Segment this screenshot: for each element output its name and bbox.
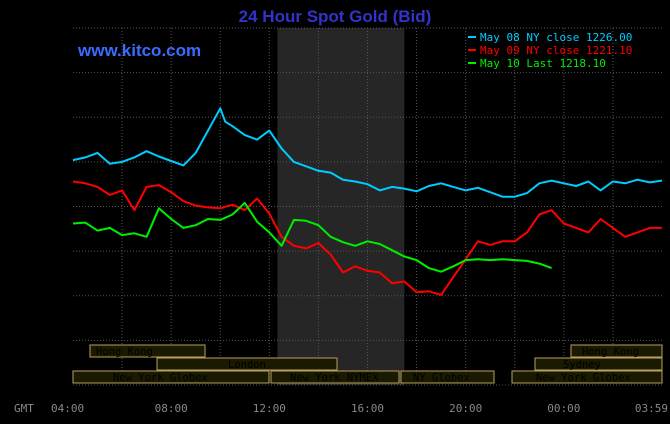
legend-item-may08: May 08 NY close 1226.00 [480,31,632,44]
ny-time-tick: 23:59 [635,389,668,402]
ny-time-tick: 04:00 [155,389,188,402]
gmt-label: GMT [14,402,34,415]
session-hong-kong-label: Hong Kong [96,346,153,358]
ny-time-tick: 20:00 [547,389,580,402]
gmt-time-tick: 16:00 [351,402,384,415]
ny-time-label: NY Time [2,389,48,402]
session-new-york-globex-2 [511,370,663,384]
timestamp: May 10, 2017 19:55 [541,12,660,25]
y-tick-1225: 1225.0 [28,201,68,214]
y-tick-1240: 1240.0 [28,67,68,80]
gmt-time-tick: 12:00 [253,402,286,415]
y-axis-ticks: 1245.0 1240.0 1235.0 1230.0 1225.0 1220.… [28,23,68,392]
gmt-time-tick: 20:00 [449,402,482,415]
gmt-time-tick: 04:00 [51,402,84,415]
session-london [156,357,338,371]
y-tick-1205: 1205.0 [28,379,68,392]
y-tick-1230: 1230.0 [28,156,68,169]
y-tick-1210: 1210.0 [28,335,68,348]
session-hong-kong-2 [570,344,663,358]
gmt-time-tick: 03:59 [635,402,668,415]
session-hong-kong [89,344,206,358]
session-new-york-globex-label: New York Globex [113,372,208,384]
session-hong-kong-2-label: Hong Kong [582,346,639,358]
session-sydney [534,357,663,371]
session-new-york-globex [72,370,270,384]
y-tick-1215: 1215.0 [28,290,68,303]
session-ny-globex [400,370,495,384]
session-new-york-nymex-label: New York NYMEX [290,372,379,384]
ny-time-tick: 08:00 [253,389,286,402]
price-series [72,107,663,296]
grid-lines [73,27,662,386]
series-line-3 [72,201,552,273]
gmt-time-tick: 00:00 [547,402,580,415]
y-tick-1245: 1245.0 [28,23,68,36]
session-ny-globex-label: NY Globex [413,372,470,384]
session-sydney-label: Sydney [563,359,601,371]
legend-item-may10: May 10 Last 1218.10 [480,57,606,70]
y-unit-label: USD/oz [2,8,42,21]
kitco-watermark: www.kitco.com [77,41,201,60]
ny-time-tick: 16:00 [449,389,482,402]
session-new-york-globex-2-label: New York Globex [536,372,631,384]
gmt-time-tick: 08:00 [155,402,188,415]
market-sessions: Hong Kong London New York Globex New Yor… [72,344,663,384]
session-london-label: London [228,359,266,371]
y-tick-1235: 1235.0 [28,112,68,125]
series-line-2 [72,180,662,296]
ny-time-tick: 12:00 [351,389,384,402]
series-line-1 [72,107,663,198]
chart-title: 24 Hour Spot Gold (Bid) [239,7,432,26]
legend: May 08 NY close 1226.00 May 09 NY close … [468,31,632,70]
legend-item-may09: May 09 NY close 1221.10 [480,44,632,57]
session-new-york-nymex [270,370,400,384]
ny-time-tick: 00:00 [51,389,84,402]
y-tick-1220: 1220.0 [28,246,68,259]
time-axis: 00:0004:0004:0008:0008:0012:0012:0016:00… [51,389,668,415]
